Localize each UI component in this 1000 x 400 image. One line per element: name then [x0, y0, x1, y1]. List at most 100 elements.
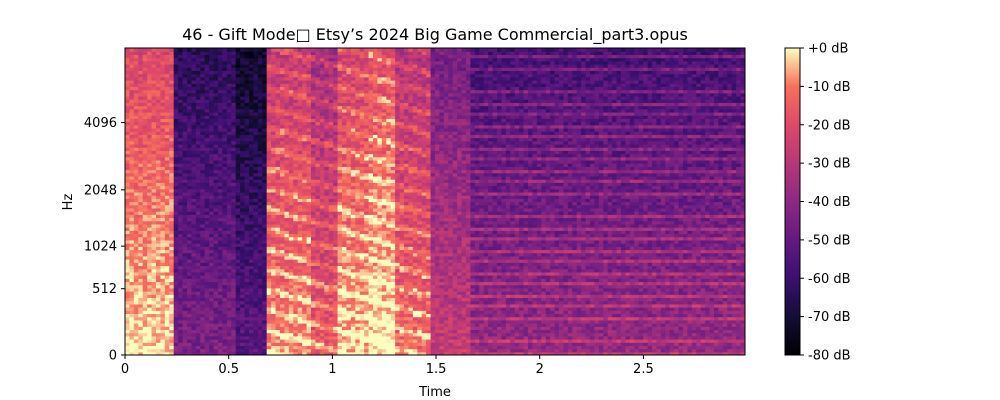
heatmap-cell	[147, 127, 153, 132]
heatmap-cell	[133, 332, 139, 337]
heatmap-cell	[182, 323, 188, 327]
heatmap-cell	[187, 108, 193, 113]
heatmap-cell	[266, 287, 272, 292]
heatmap-cell	[249, 191, 255, 196]
heatmap-cell	[160, 185, 166, 190]
heatmap-cell	[231, 278, 237, 283]
heatmap-cell	[226, 217, 232, 222]
heatmap-cell	[249, 281, 255, 286]
heatmap-cell	[218, 150, 224, 155]
heatmap-cell	[266, 297, 272, 302]
heatmap-cell	[169, 163, 175, 167]
heatmap-cell	[169, 300, 175, 305]
heatmap-cell	[257, 124, 263, 129]
heatmap-cell	[235, 214, 241, 219]
heatmap-cell	[213, 252, 219, 257]
heatmap-cell	[187, 204, 193, 209]
heatmap-cell	[138, 175, 144, 180]
heatmap-cell	[253, 207, 259, 212]
heatmap-cell	[204, 291, 210, 295]
heatmap-cell	[156, 313, 162, 318]
heatmap-cell	[222, 60, 228, 65]
heatmap-cell	[191, 351, 197, 355]
heatmap-cell	[173, 278, 179, 283]
heatmap-cell	[182, 198, 188, 203]
heatmap-cell	[125, 335, 131, 340]
heatmap-cell	[156, 182, 162, 187]
heatmap-cell	[266, 284, 272, 289]
heatmap-cell	[253, 249, 259, 254]
heatmap-cell	[240, 252, 246, 257]
heatmap-cell	[222, 249, 228, 254]
heatmap-cell	[257, 153, 263, 158]
heatmap-cell	[235, 134, 241, 139]
heatmap-cell	[240, 227, 246, 231]
heatmap-cell	[164, 297, 170, 302]
heatmap-cell	[222, 140, 228, 145]
heatmap-cell	[138, 243, 144, 247]
heatmap-cell	[200, 124, 206, 129]
heatmap-cell	[240, 239, 246, 244]
heatmap-cell	[138, 179, 144, 183]
heatmap-cell	[142, 153, 148, 158]
heatmap-cell	[240, 111, 246, 116]
heatmap-cell	[253, 57, 259, 62]
heatmap-cell	[164, 67, 170, 71]
heatmap-cell	[182, 214, 188, 219]
heatmap-cell	[195, 271, 201, 276]
heatmap-cell	[204, 236, 210, 241]
heatmap-cell	[142, 259, 148, 263]
heatmap-cell	[138, 307, 144, 311]
heatmap-cell	[138, 89, 144, 94]
heatmap-cell	[200, 118, 206, 123]
heatmap-cell	[262, 159, 268, 164]
heatmap-cell	[195, 73, 201, 78]
heatmap-cell	[226, 227, 232, 231]
heatmap-cell	[173, 316, 179, 321]
heatmap-cell	[235, 153, 241, 158]
heatmap-cell	[173, 131, 179, 135]
heatmap-cell	[209, 115, 215, 119]
heatmap-cell	[213, 243, 219, 247]
heatmap-cell	[218, 268, 224, 273]
heatmap-cell	[218, 95, 224, 100]
heatmap-cell	[125, 287, 131, 292]
heatmap-cell	[156, 281, 162, 286]
heatmap-cell	[164, 211, 170, 215]
heatmap-cell	[249, 230, 255, 235]
spectrogram-heatmap	[125, 48, 745, 355]
heatmap-cell	[191, 54, 197, 59]
heatmap-cell	[231, 329, 237, 334]
heatmap-cell	[257, 249, 263, 254]
heatmap-cell	[253, 63, 259, 68]
heatmap-cell	[169, 287, 175, 292]
heatmap-cell	[222, 300, 228, 305]
heatmap-cell	[222, 294, 228, 299]
heatmap-cell	[240, 275, 246, 279]
heatmap-cell	[173, 339, 179, 343]
heatmap-cell	[222, 313, 228, 318]
heatmap-cell	[138, 169, 144, 174]
heatmap-cell	[169, 147, 175, 151]
heatmap-cell	[147, 239, 153, 244]
heatmap-cell	[249, 329, 255, 334]
heatmap-cell	[156, 300, 162, 305]
heatmap-cell	[249, 291, 255, 295]
heatmap-cell	[253, 48, 259, 52]
heatmap-cell	[240, 291, 246, 295]
heatmap-cell	[147, 268, 153, 273]
heatmap-cell	[133, 259, 139, 263]
heatmap-cell	[142, 134, 148, 139]
heatmap-cell	[156, 259, 162, 263]
heatmap-cell	[231, 236, 237, 241]
heatmap-cell	[218, 108, 224, 113]
heatmap-cell	[191, 255, 197, 260]
heatmap-cell	[266, 313, 272, 318]
heatmap-cell	[129, 217, 135, 222]
heatmap-cell	[222, 67, 228, 71]
heatmap-cell	[160, 134, 166, 139]
heatmap-cell	[204, 198, 210, 203]
heatmap-cell	[182, 124, 188, 129]
heatmap-cell	[240, 118, 246, 123]
heatmap-cell	[142, 179, 148, 183]
